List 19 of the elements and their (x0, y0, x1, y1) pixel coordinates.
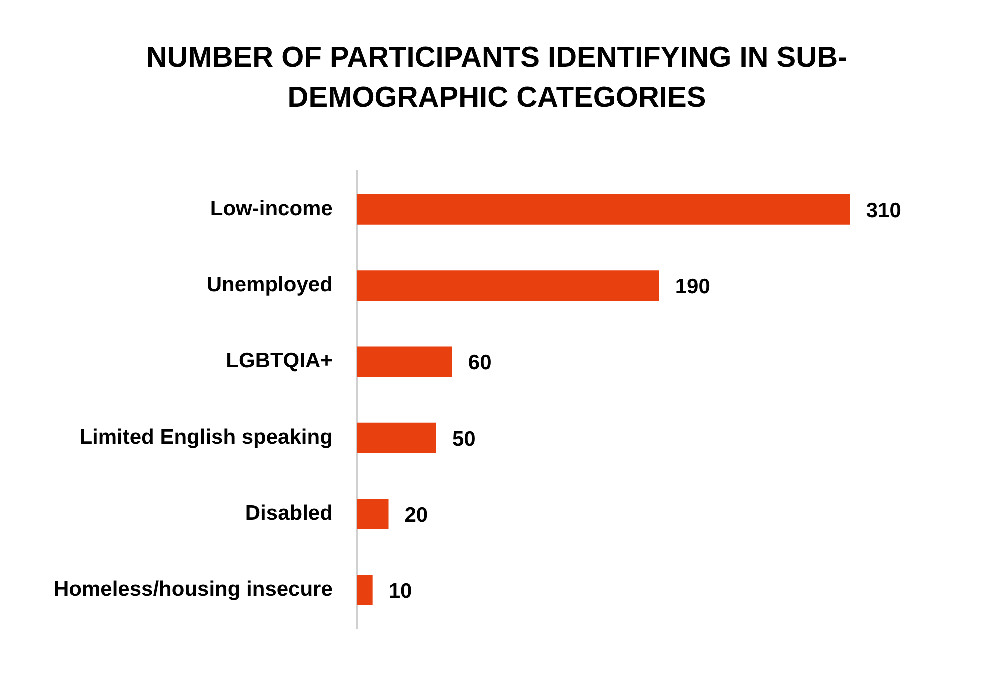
bar (356, 346, 452, 378)
y-tick-label: Homeless/housing insecure (54, 578, 333, 602)
data-label: 310 (866, 199, 902, 222)
chart-title: NUMBER OF PARTICIPANTS IDENTIFYING IN SUB-DEMOGRAPHIC CATEGORIES (145, 41, 849, 116)
data-label: 50 (452, 428, 476, 451)
y-tick-label: Unemployed (206, 274, 333, 297)
data-label: 20 (404, 504, 428, 527)
y-tick-label: LGBTQIA+ (226, 350, 333, 373)
data-label: 60 (468, 352, 492, 375)
y-tick-label: Limited English speaking (80, 426, 333, 449)
data-label: 190 (675, 276, 710, 299)
bar (356, 194, 850, 225)
y-tick-label: Low-income (210, 197, 333, 220)
bar (356, 498, 389, 530)
y-tick-label: Disabled (245, 502, 333, 525)
bar (356, 575, 373, 606)
data-label: 10 (388, 580, 412, 604)
bar (356, 422, 436, 454)
bar (356, 270, 660, 302)
